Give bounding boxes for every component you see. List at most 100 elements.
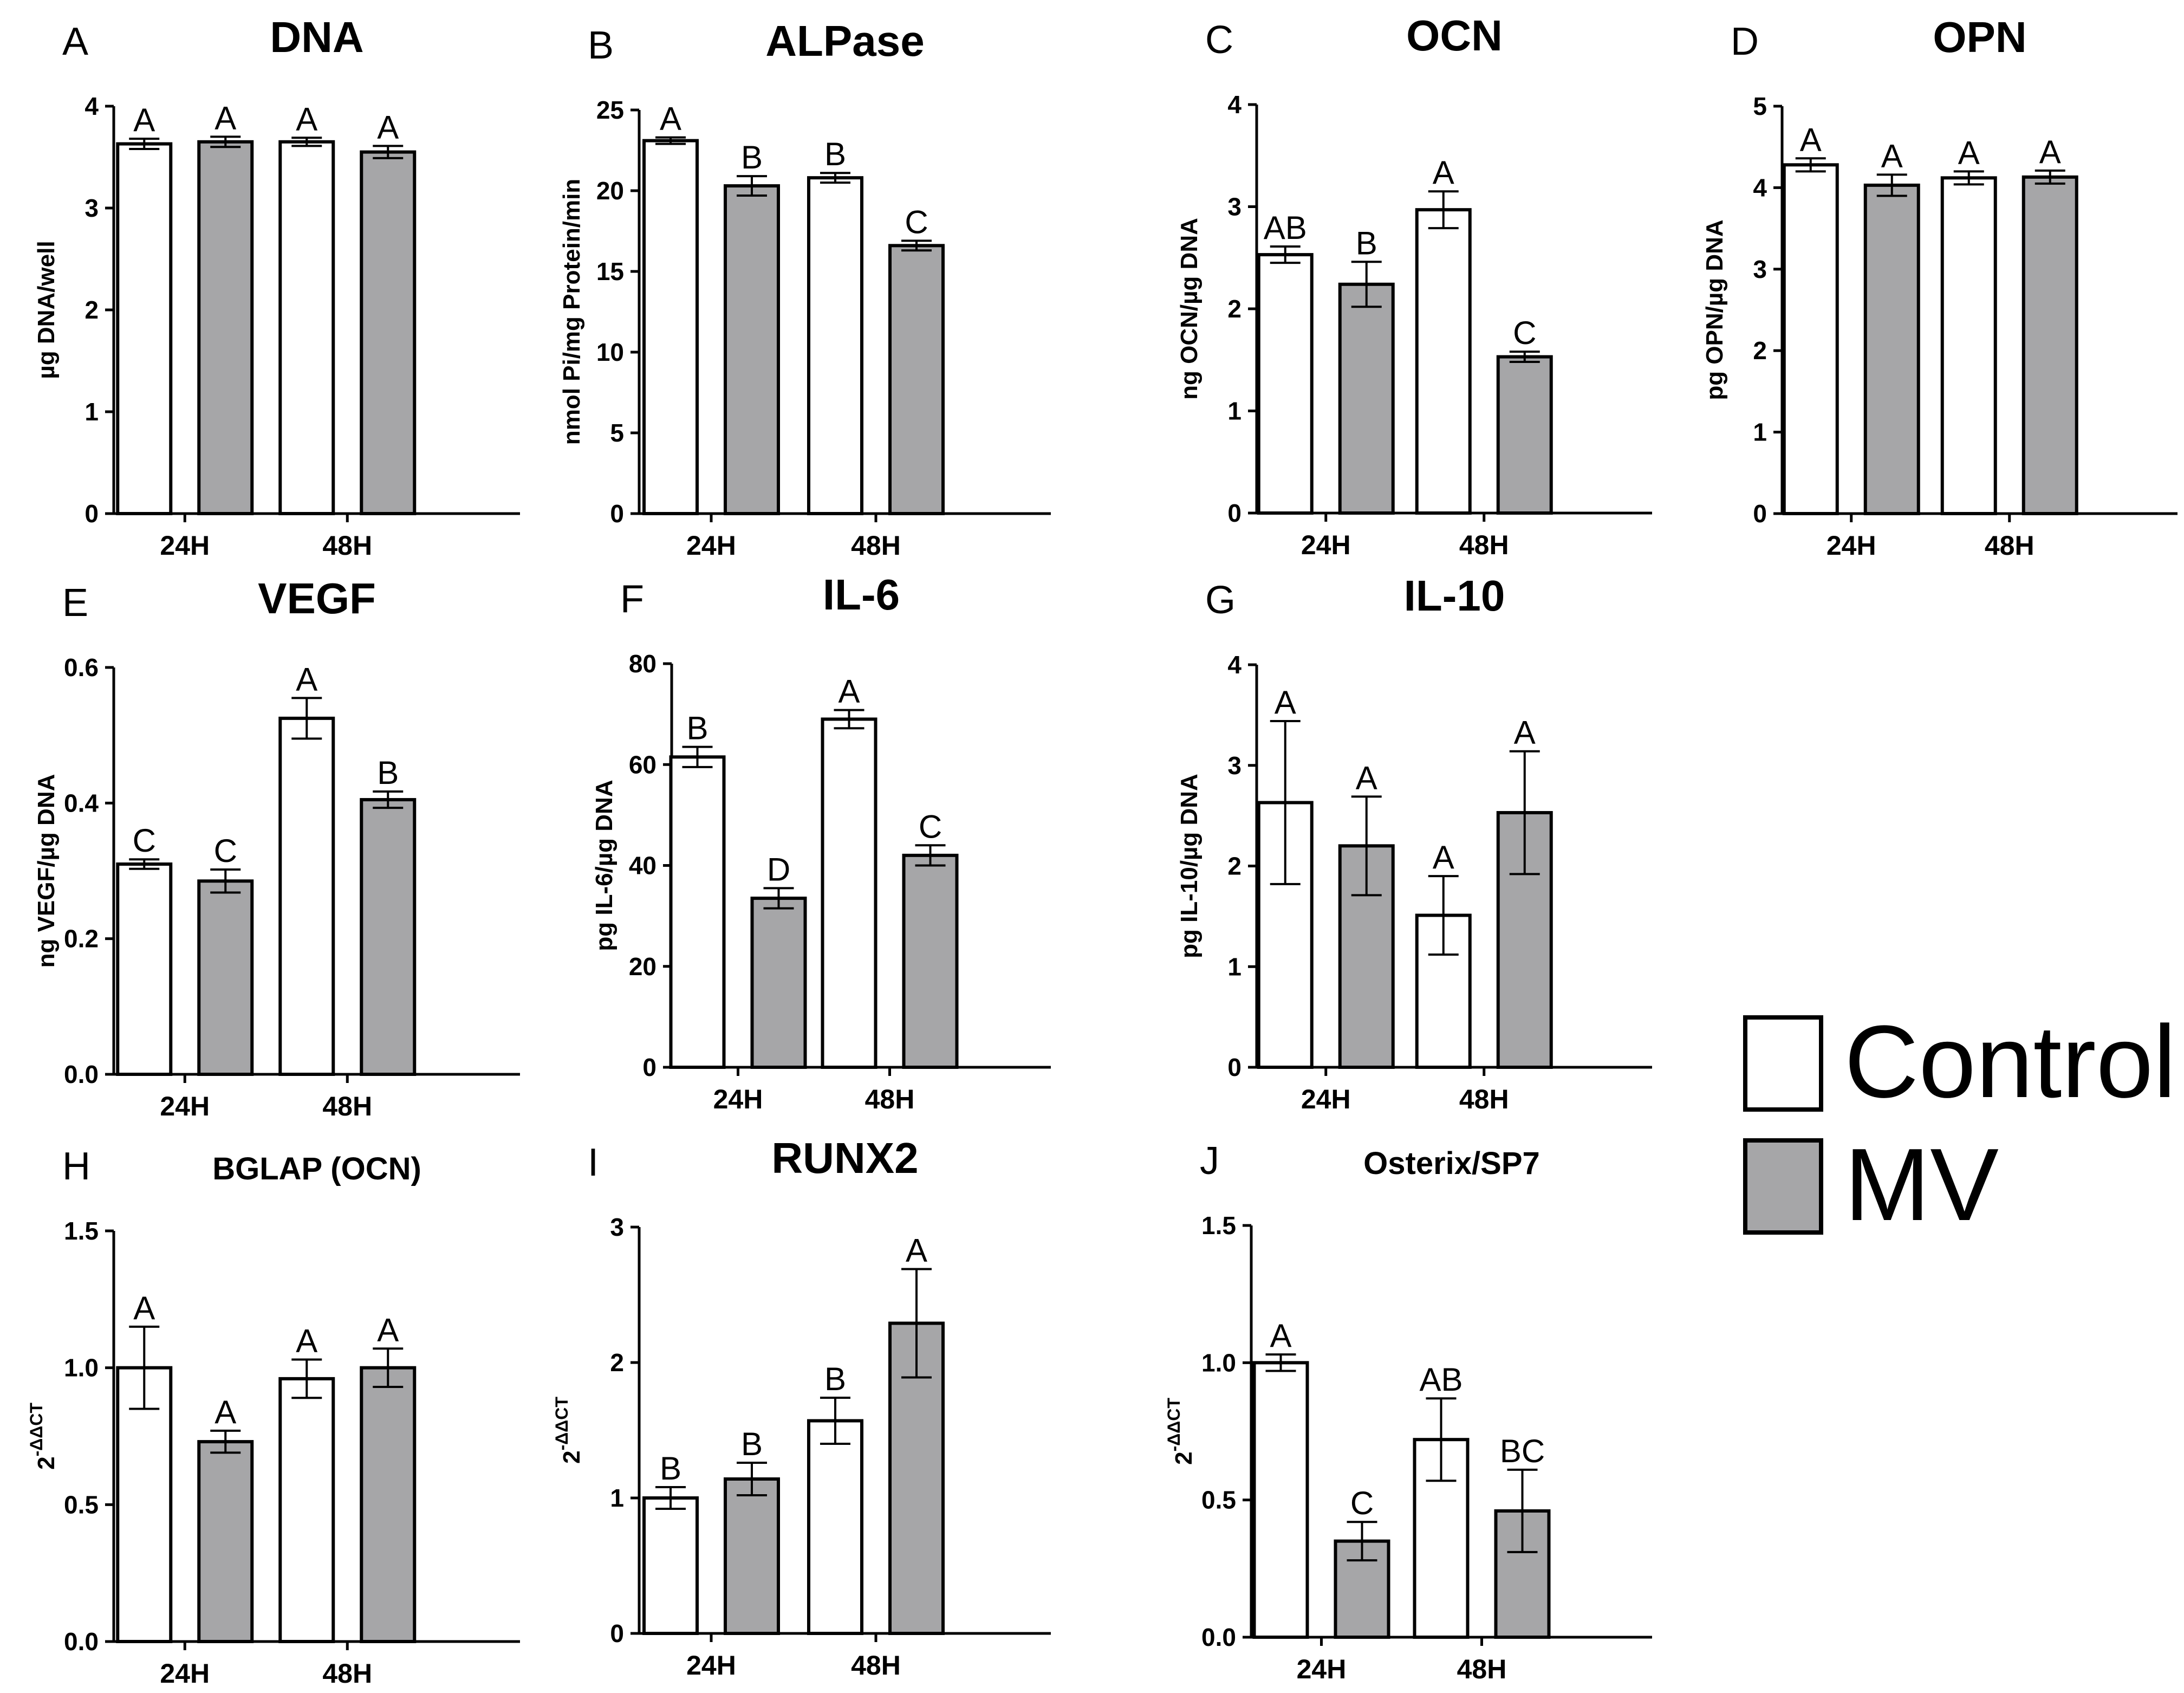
bar-control-48h bbox=[278, 716, 335, 1076]
bar-control-48h bbox=[1415, 208, 1472, 515]
y-tick-label: 15 bbox=[596, 257, 624, 286]
bar-control-24h bbox=[1782, 163, 1839, 515]
y-tick-label: 3 bbox=[84, 194, 99, 222]
bar-mv-24h bbox=[1863, 183, 1920, 515]
y-tick-label: 3 bbox=[1227, 193, 1242, 221]
y-tick-label: 3 bbox=[610, 1213, 624, 1241]
y-tick-label: 2 bbox=[84, 296, 99, 324]
y-tick-label: 0 bbox=[1753, 500, 1767, 528]
significance-letter: A bbox=[377, 109, 399, 145]
x-tick-label: 24H bbox=[686, 530, 736, 561]
bar-control-48h bbox=[278, 1377, 335, 1643]
bar-mv-24h bbox=[724, 1477, 780, 1635]
panel-letter: D bbox=[1731, 20, 1759, 63]
x-tick-label: 48H bbox=[1459, 1084, 1509, 1114]
bar-control-24h bbox=[669, 755, 726, 1069]
significance-letter: C bbox=[1513, 315, 1536, 351]
significance-letter: C bbox=[1350, 1485, 1374, 1521]
y-tick-label: 20 bbox=[596, 177, 624, 205]
significance-letter: A bbox=[1800, 121, 1822, 158]
significance-letter: B bbox=[741, 1426, 763, 1462]
panel-e: E VEGF ng VEGF/µg DNA 0.0 0.2 0.4 0.6 24H C C 48H A… bbox=[33, 574, 520, 1121]
bar-mv-48h bbox=[2021, 175, 2078, 515]
chart-title: IL-10 bbox=[1404, 572, 1505, 620]
x-tick-label: 24H bbox=[1301, 1084, 1351, 1114]
significance-letter: BC bbox=[1500, 1433, 1545, 1469]
significance-letter: A bbox=[296, 101, 317, 137]
significance-letter: A bbox=[133, 102, 155, 138]
y-tick-label: 25 bbox=[596, 96, 624, 124]
bar-control-48h bbox=[821, 717, 877, 1069]
bar-mv-24h bbox=[197, 879, 254, 1076]
significance-letter: A bbox=[214, 100, 236, 136]
y-tick-label: 4 bbox=[1227, 90, 1242, 119]
bar-mv-48h bbox=[360, 150, 417, 516]
panel-letter: F bbox=[620, 578, 644, 621]
bar-control-48h bbox=[278, 140, 335, 515]
y-tick-label: 1.5 bbox=[1201, 1211, 1236, 1240]
x-tick-label: 24H bbox=[160, 1091, 210, 1121]
panel-letter: B bbox=[588, 24, 614, 67]
significance-letter: A bbox=[133, 1290, 155, 1326]
y-tick-label: 4 bbox=[1227, 651, 1242, 679]
y-axis-label: pg OPN/µg DNA bbox=[1701, 219, 1728, 400]
x-tick-label: 24H bbox=[160, 530, 210, 561]
y-tick-label: 2 bbox=[610, 1348, 624, 1377]
panel-g: G IL-10 pg IL-10/µg DNA 0 1 2 3 4 24H A A 48H A A bbox=[1176, 572, 1652, 1114]
significance-letter: B bbox=[1356, 225, 1377, 261]
x-tick-label: 48H bbox=[1457, 1654, 1507, 1684]
y-tick-label: 1 bbox=[1227, 397, 1242, 425]
bar-mv-48h bbox=[360, 798, 417, 1076]
y-tick-label: 0 bbox=[84, 500, 99, 528]
y-tick-label: 0 bbox=[610, 1619, 624, 1647]
legend-swatch-mv bbox=[1743, 1138, 1823, 1235]
panel-letter: E bbox=[62, 581, 88, 625]
y-tick-label: 20 bbox=[629, 952, 656, 981]
bar-control-24h bbox=[642, 139, 699, 515]
y-tick-label: 0.2 bbox=[64, 925, 99, 953]
bar-mv-24h bbox=[197, 1440, 254, 1644]
y-tick-label: 1 bbox=[1753, 418, 1767, 446]
panel-letter: C bbox=[1205, 18, 1233, 62]
x-tick-label: 48H bbox=[322, 1658, 372, 1689]
panel-f: F IL-6 pg IL-6/µg DNA 0 20 40 60 80 24H B D 48H A C bbox=[591, 570, 1051, 1114]
chart-title: ALPase bbox=[765, 17, 924, 65]
significance-letter: D bbox=[767, 851, 790, 887]
chart-title: OCN bbox=[1406, 11, 1503, 60]
bar-control-24h bbox=[1252, 1361, 1309, 1639]
y-tick-label: 0.0 bbox=[64, 1627, 99, 1656]
bar-control-24h bbox=[116, 1366, 173, 1644]
y-axis-label: pg IL-6/µg DNA bbox=[591, 780, 618, 951]
significance-letter: B bbox=[824, 136, 846, 172]
panel-a: A DNA µg DNA/well 0 1 2 3 4 24H A A 48H A A bbox=[33, 13, 520, 561]
panel-letter: A bbox=[62, 20, 88, 63]
significance-letter: A bbox=[296, 1323, 317, 1359]
panel-letter: J bbox=[1200, 1139, 1219, 1183]
y-axis-label: µg DNA/well bbox=[33, 241, 60, 379]
significance-letter: A bbox=[660, 101, 681, 137]
significance-letter: A bbox=[906, 1233, 927, 1269]
y-tick-label: 0.5 bbox=[64, 1490, 99, 1519]
x-tick-label: 24H bbox=[1826, 530, 1876, 561]
chart-title: DNA bbox=[270, 13, 363, 61]
significance-letter: A bbox=[1881, 138, 1903, 174]
significance-letter: A bbox=[214, 1394, 236, 1430]
bar-mv-24h bbox=[724, 184, 780, 515]
significance-letter: C bbox=[905, 204, 928, 240]
y-tick-label: 1 bbox=[610, 1484, 624, 1512]
x-tick-label: 24H bbox=[713, 1084, 763, 1114]
significance-letter: A bbox=[838, 673, 860, 710]
legend: Control MV bbox=[1743, 1004, 2176, 1242]
y-axis-label: ng OCN/µg DNA bbox=[1176, 218, 1202, 400]
significance-letter: A bbox=[377, 1312, 399, 1348]
y-tick-label: 0 bbox=[610, 500, 624, 528]
y-tick-label: 0.6 bbox=[64, 653, 99, 682]
bar-mv-48h bbox=[902, 853, 959, 1069]
bar-control-24h bbox=[116, 862, 173, 1076]
y-tick-label: 2 bbox=[1753, 336, 1767, 365]
legend-swatch-control bbox=[1743, 1015, 1823, 1112]
y-axis-label: ng VEGF/µg DNA bbox=[33, 774, 60, 968]
bar-control-24h bbox=[116, 142, 173, 515]
